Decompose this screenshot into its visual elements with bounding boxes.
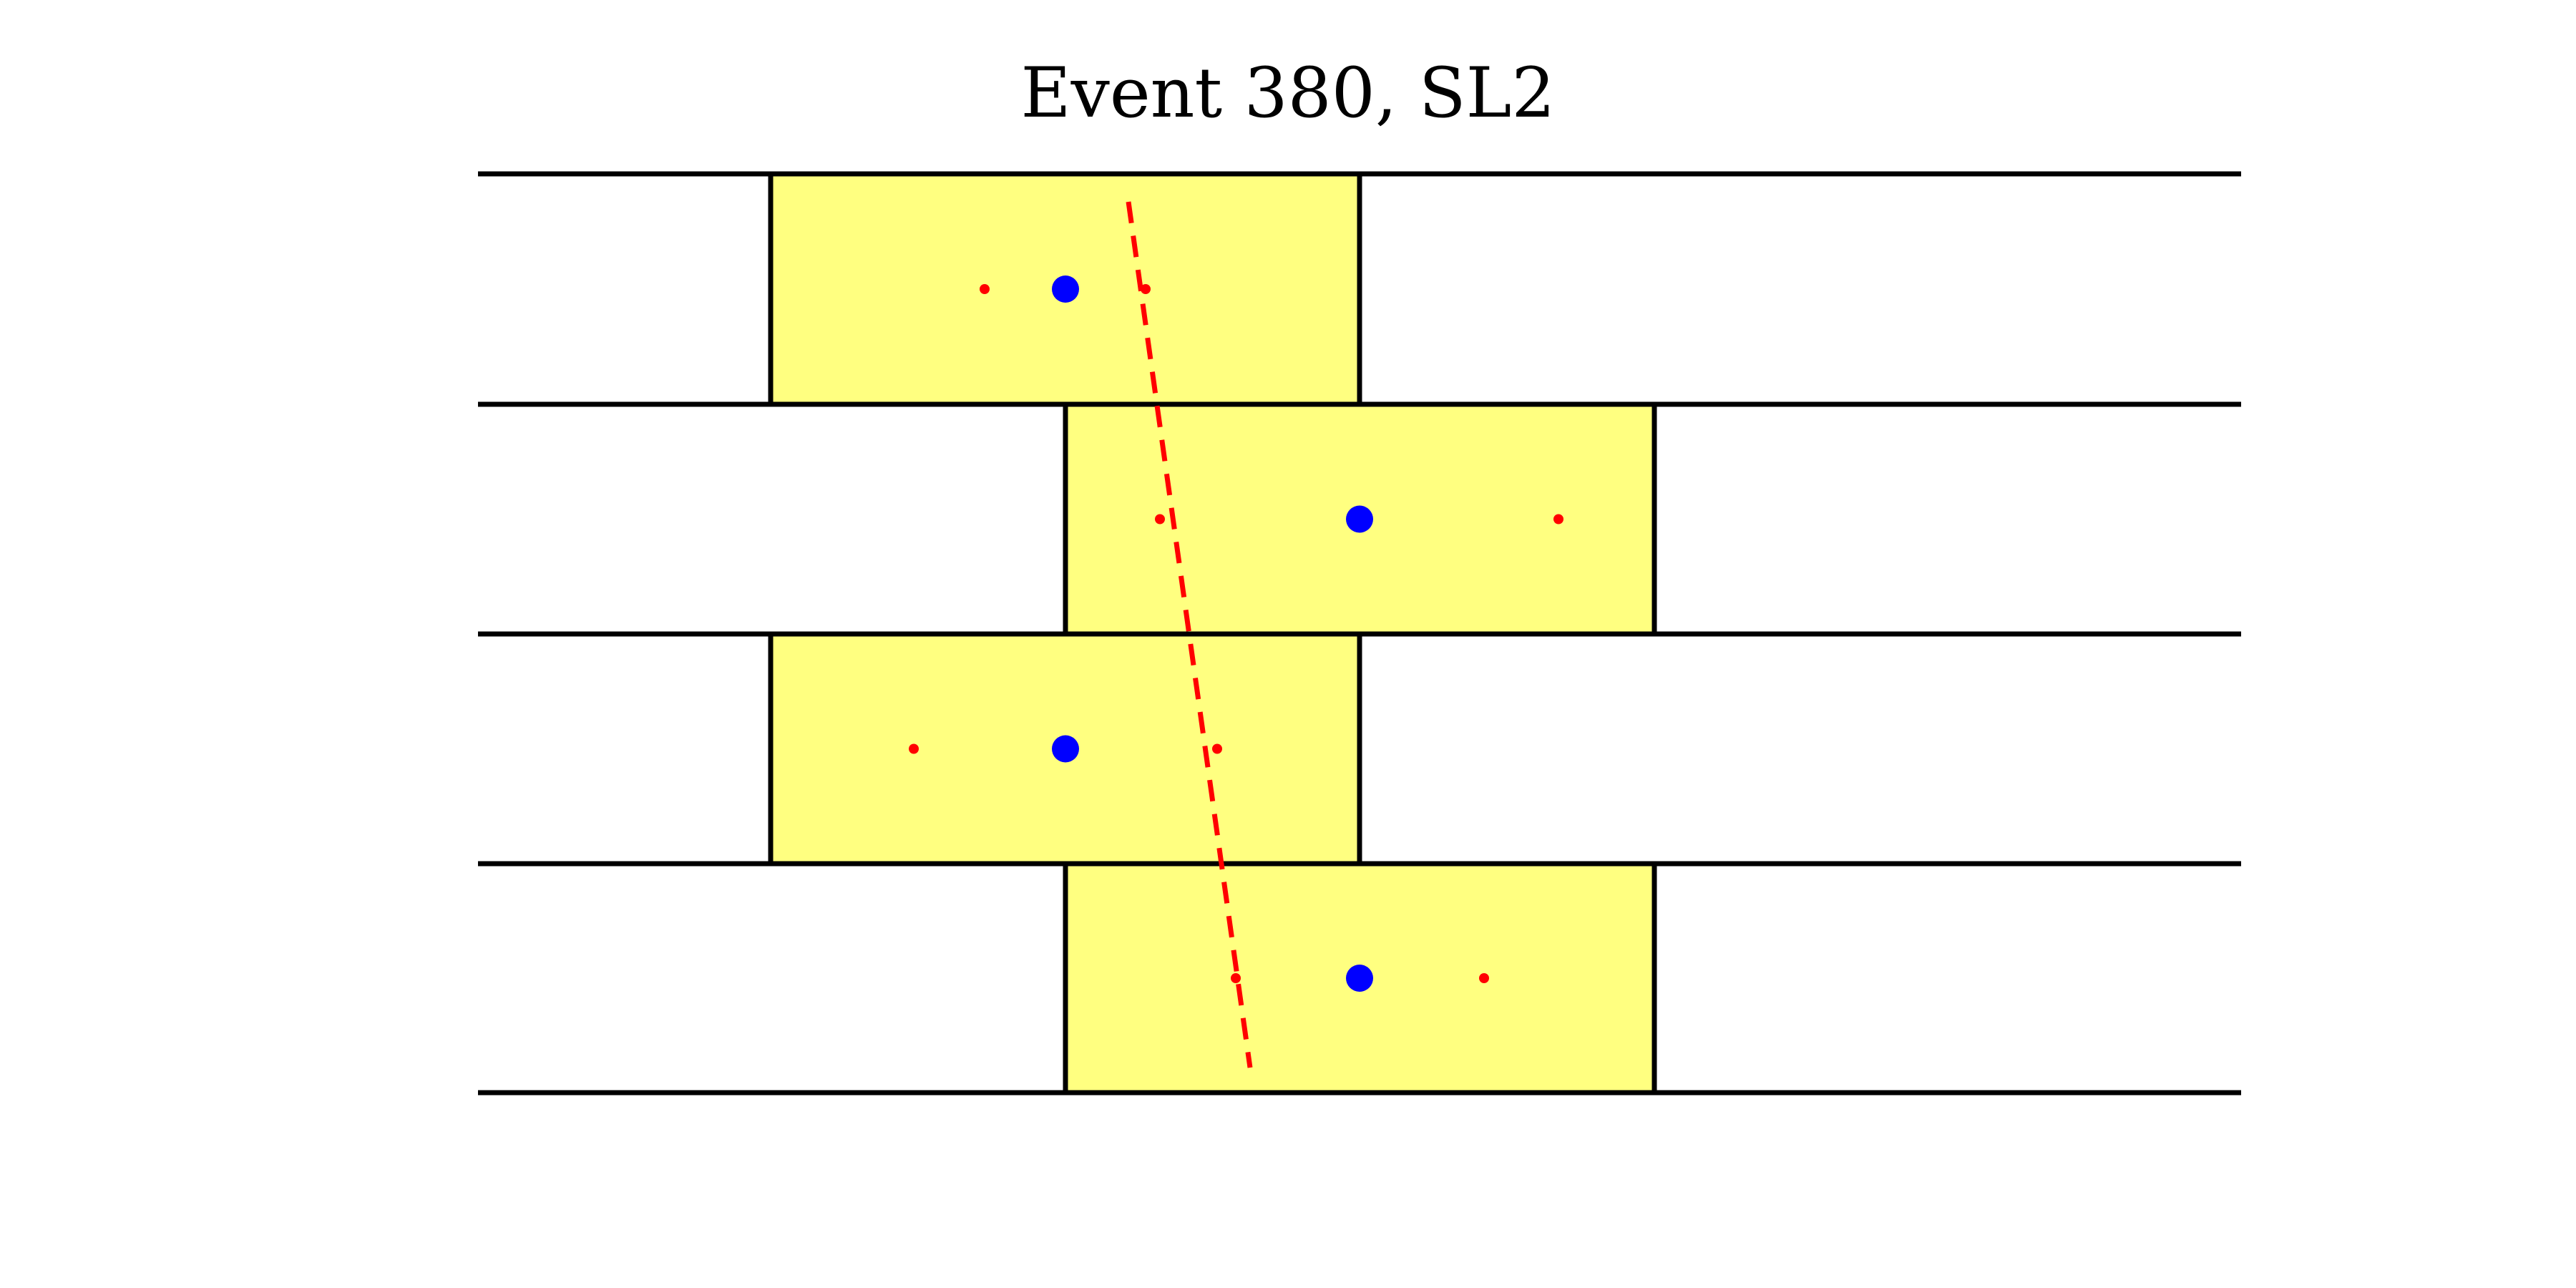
wire-markers [1052,275,1373,992]
track-fit [1126,201,1253,1068]
hit-marker-layer-3-right [1479,973,1489,983]
hit-marker-layer-2-left [909,743,919,754]
hit-marker-layer-0-left [980,284,990,294]
hit-marker-layer-3-left [1231,973,1241,983]
hit-marker-layer-0-right [1141,284,1151,294]
wire-marker-layer-3 [1346,965,1373,992]
wire-marker-layer-0 [1052,275,1079,303]
hit-marker-layer-1-left [1155,514,1165,525]
hit-marker-layer-2-right [1212,743,1222,754]
track-fit-line [1126,201,1253,1068]
hit-markers [909,284,1563,983]
wire-marker-layer-1 [1346,505,1373,533]
figure-title: Event 380, SL2 [1020,53,1556,133]
hit-marker-layer-1-right [1553,514,1563,525]
drift-cells [768,171,1657,1096]
wire-marker-layer-2 [1052,735,1079,763]
